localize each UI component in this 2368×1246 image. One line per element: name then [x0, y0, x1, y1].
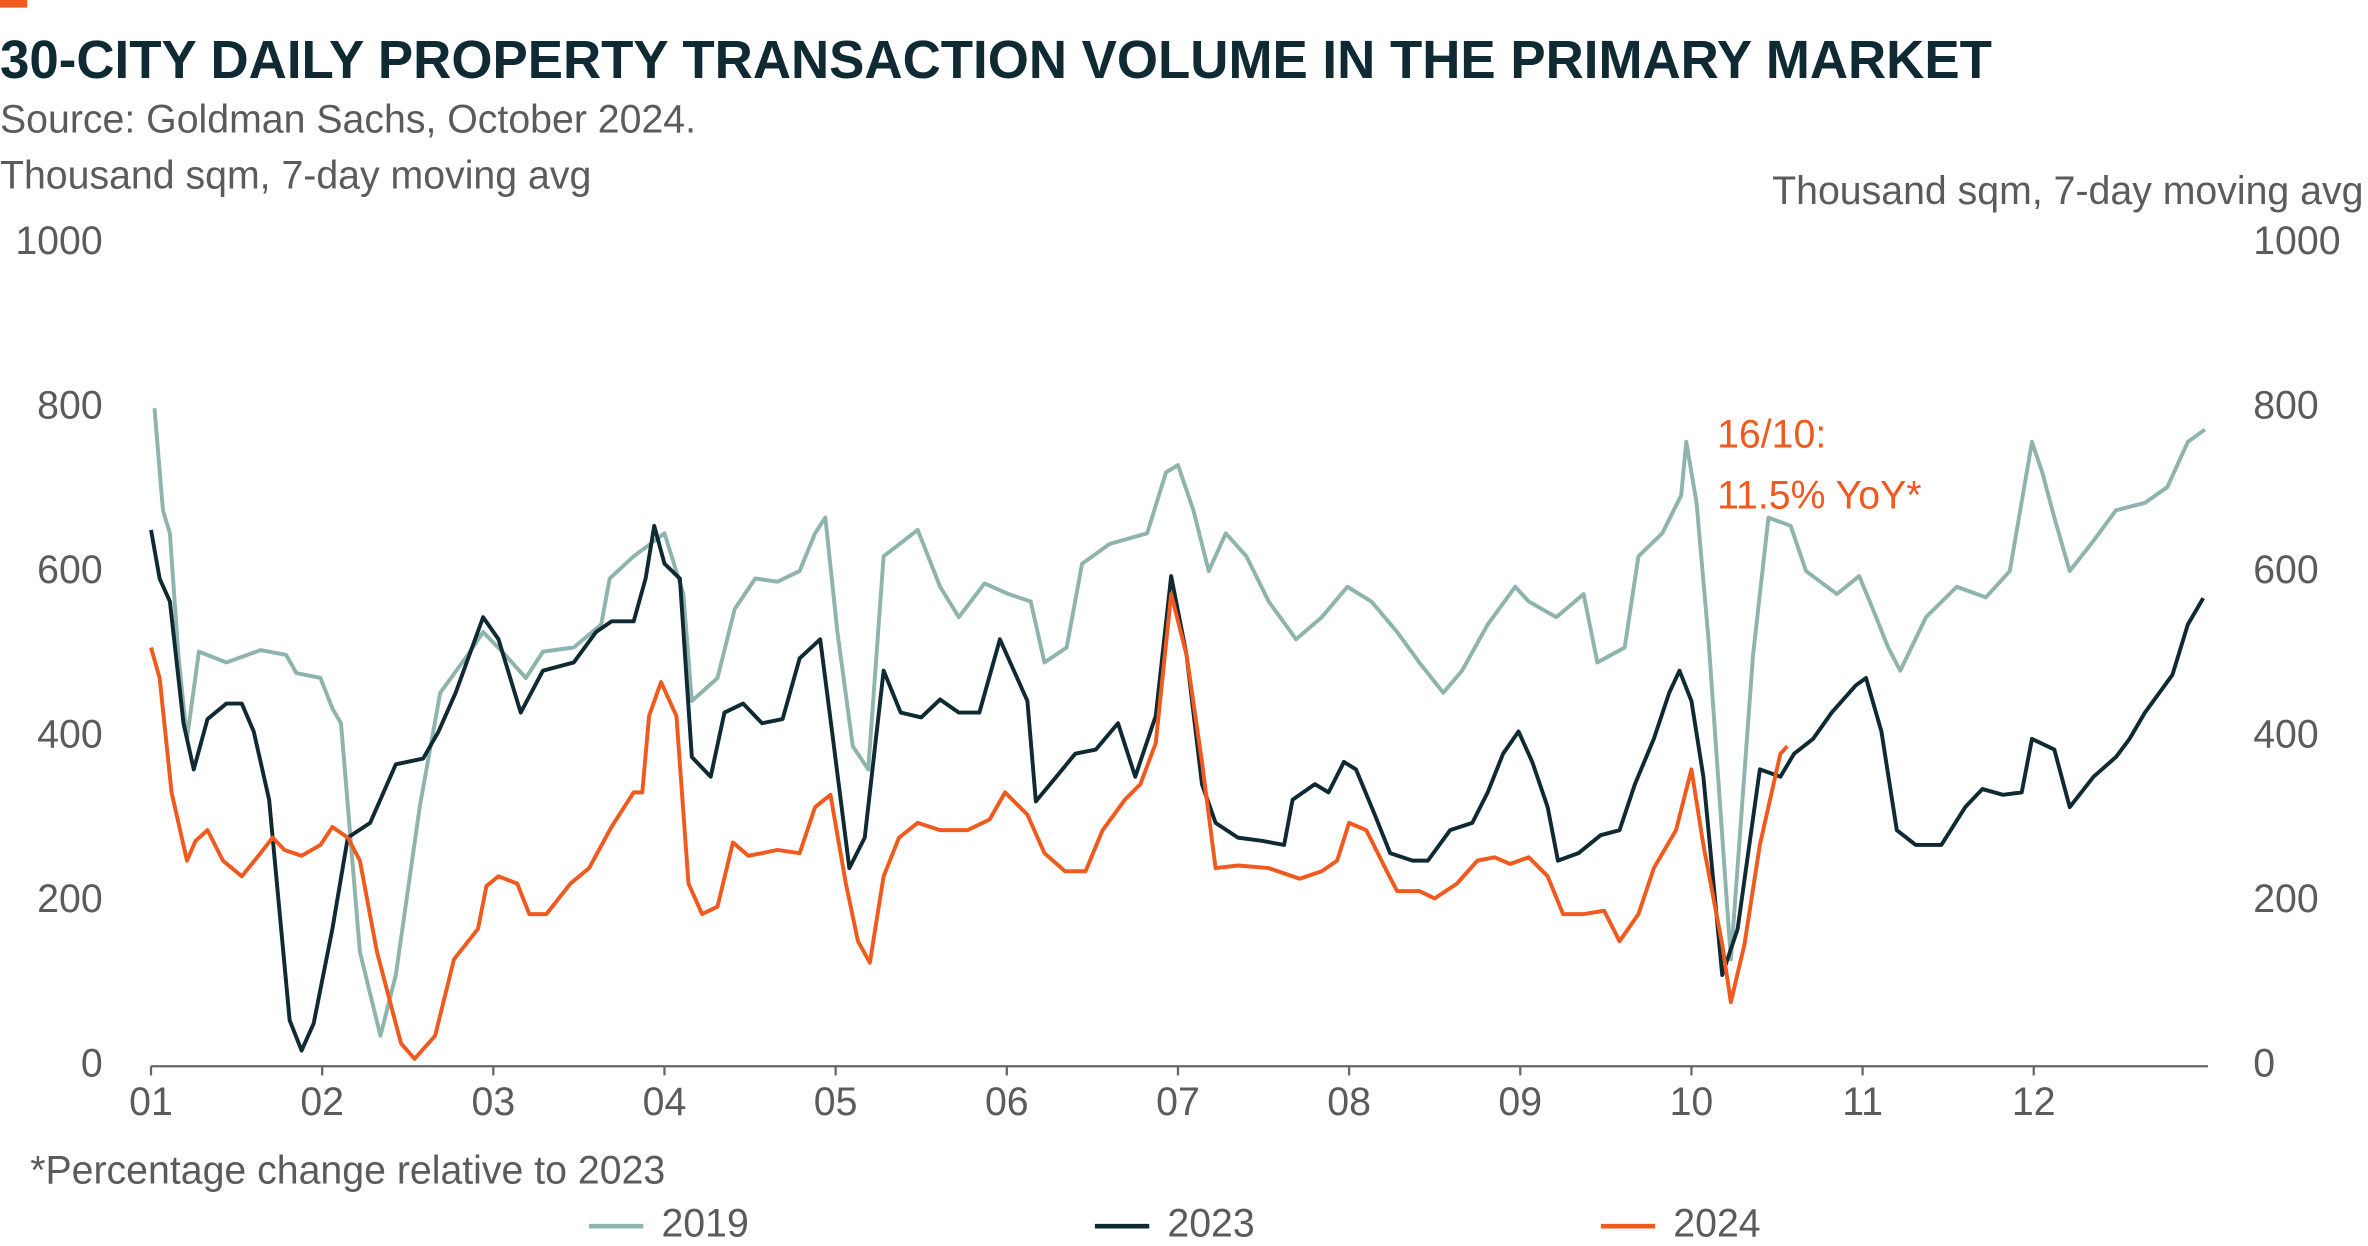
y-tick-label: 0	[81, 1042, 103, 1086]
x-tick-label: 07	[1156, 1080, 1200, 1124]
accent-bar	[0, 0, 28, 8]
x-tick-label: 10	[1670, 1080, 1714, 1124]
x-tick-label: 06	[985, 1080, 1029, 1124]
y2-tick-label: 1000	[2253, 219, 2340, 263]
series-line	[149, 523, 2205, 1053]
x-tick-label: 01	[129, 1080, 173, 1124]
y-axis-title: Thousand sqm, 7-day moving avg	[0, 154, 591, 198]
y2-axis-title: Thousand sqm, 7-day moving avg	[1772, 169, 2363, 213]
x-tick-label: 08	[1327, 1080, 1371, 1124]
y2-tick-label: 200	[2253, 877, 2318, 921]
x-tick-label: 03	[471, 1080, 515, 1124]
y2-tick-label: 600	[2253, 548, 2318, 592]
legend-label: 2024	[1673, 1202, 1760, 1246]
x-tick-label: 05	[814, 1080, 858, 1124]
footnote: *Percentage change relative to 2023	[30, 1148, 665, 1192]
y-tick-label: 400	[37, 713, 102, 757]
legend-label: 2023	[1167, 1202, 1254, 1246]
series-line	[149, 592, 1789, 1061]
y2-tick-label: 800	[2253, 384, 2318, 428]
y-tick-label: 800	[37, 384, 102, 428]
series-line	[152, 408, 2207, 1038]
chart-subtitle: Source: Goldman Sachs, October 2024.	[0, 97, 696, 141]
x-tick-label: 04	[643, 1080, 687, 1124]
y-tick-label: 200	[37, 877, 102, 921]
x-tick-label: 12	[2012, 1080, 2056, 1124]
annotation: 11.5% YoY*	[1717, 473, 1921, 517]
legend-label: 2019	[661, 1202, 748, 1246]
y2-tick-label: 0	[2253, 1042, 2275, 1086]
annotation: 16/10:	[1717, 412, 1826, 456]
y-tick-label: 600	[37, 548, 102, 592]
y2-tick-label: 400	[2253, 713, 2318, 757]
y-tick-label: 1000	[15, 219, 102, 263]
x-tick-label: 11	[1842, 1080, 1883, 1124]
chart-title: 30-CITY DAILY PROPERTY TRANSACTION VOLUM…	[0, 31, 1992, 90]
x-tick-label: 02	[300, 1080, 344, 1124]
x-tick-label: 09	[1498, 1080, 1542, 1124]
